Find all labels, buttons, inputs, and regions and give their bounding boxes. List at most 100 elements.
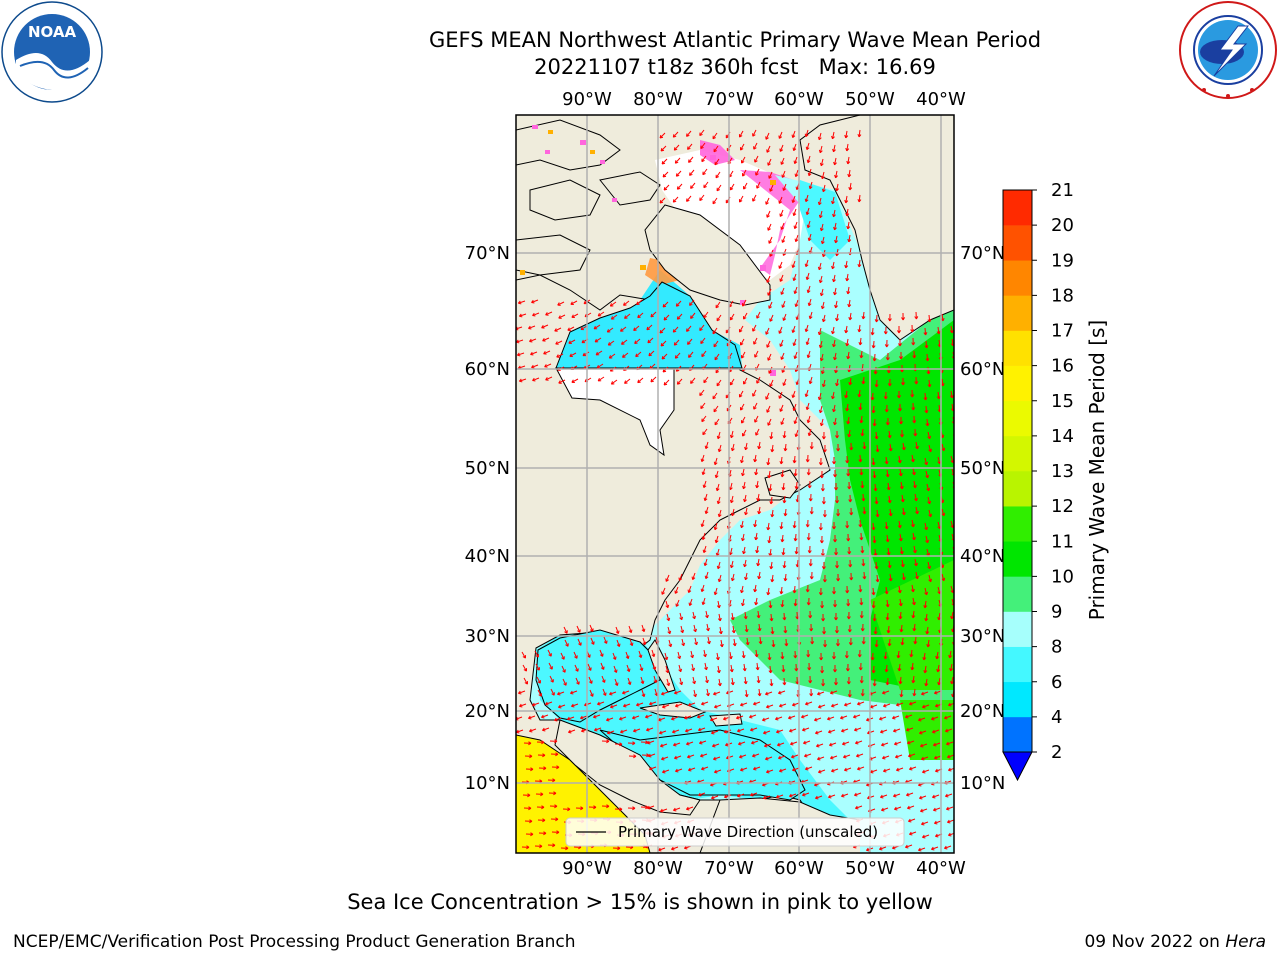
wave-arrow-head [649,766,653,771]
wave-arrow-head [941,577,946,582]
wave-arrow [857,701,865,705]
wave-arrow [689,169,695,176]
wave-arrow [860,467,863,476]
wave-arrow [543,350,551,355]
wave-arrow [554,327,562,332]
wave-arrow-head [781,304,786,308]
wave-arrow-head [567,327,571,331]
wave-arrow-head [661,355,666,360]
wave-arrow [765,327,770,335]
wave-arrow [545,701,553,705]
wave-arrow [911,454,914,462]
wave-arrow-head [730,681,735,686]
wave-arrow [862,311,865,320]
wave-arrow-head [667,630,672,635]
wave-arrow-head [779,591,784,595]
wave-arrow-head [924,526,929,531]
wave-arrow-head [522,655,527,659]
wave-arrow [784,573,787,582]
wave-arrow [892,715,900,719]
wave-arrow-head [762,717,766,722]
wave-arrow [767,587,770,595]
wave-arrow [634,338,641,344]
wave-arrow [885,586,888,595]
wave-arrow-head [742,485,746,490]
wave-arrow-head [699,197,703,202]
wave-arrow [793,520,796,529]
wave-arrow [807,350,811,358]
wave-arrow [769,665,772,674]
colorbar-segment [1003,471,1032,507]
wave-arrow [570,690,578,694]
wave-arrow [793,585,796,594]
wave-arrow-head [766,149,770,153]
wave-arrow-head [841,728,845,733]
wave-arrow-head [910,394,915,398]
wave-arrow [950,455,954,463]
wave-arrow [672,326,679,333]
noaa-logo-text: NOAA [28,23,77,41]
wave-arrow-head [699,327,703,332]
wave-arrow [912,467,915,475]
wave-arrow [806,337,810,345]
wave-arrow-head [802,792,806,797]
wave-arrow-head [805,341,810,346]
wave-arrow-head [847,694,852,698]
wave-arrow-head [928,578,933,583]
wave-arrow [770,561,773,569]
wave-arrow [679,677,683,685]
wave-arrow [536,676,541,684]
wave-arrow [690,650,694,658]
wave-arrow [856,753,864,757]
wave-arrow-head [714,539,719,544]
wave-arrow [716,184,722,192]
wave-arrow [518,300,526,304]
lon-label: 50°W [845,89,895,110]
wave-arrow [805,194,809,202]
wave-arrow [550,688,555,696]
wave-arrow [912,675,915,684]
wave-arrow [783,612,786,621]
wave-arrow-head [804,198,809,203]
wave-arrow-head [882,755,886,760]
wave-arrow-head [784,643,789,647]
wave-arrow-head [848,499,853,503]
wave-arrow-head [817,396,822,401]
wave-arrow [766,704,774,708]
wave-arrow-head [703,653,707,658]
wave-arrow-head [906,792,910,797]
wave-arrow-head [741,472,745,477]
wave-arrow-head [885,538,890,543]
wave-arrow-head [779,343,784,347]
wave-arrow [555,340,563,345]
lon-label: 70°W [704,858,754,879]
wave-arrow-head [659,199,664,204]
wave-arrow-head [913,433,918,437]
colorbar-segment [1003,576,1032,612]
wave-arrow [857,766,865,770]
wave-arrow-head [555,752,559,757]
wave-arrow [720,639,723,647]
wave-arrow [833,144,836,152]
wave-arrow [706,688,709,696]
wave-arrow-head [821,618,826,622]
wave-arrow-head [673,742,677,747]
lat-label: 10°N [960,773,1005,794]
wave-arrow [789,728,797,732]
wave-arrow-head [833,669,837,673]
wave-arrow-head [742,667,747,672]
wave-arrow-head [732,642,737,647]
wave-arrow [887,625,890,634]
wave-arrow-head [716,382,721,387]
wave-arrow [713,405,719,413]
wave-arrow [757,558,760,566]
wave-arrow-head [672,199,677,203]
wave-arrow-head [756,315,760,319]
wave-arrow-head [871,592,876,596]
wave-arrow-head [821,501,826,505]
wave-arrow [660,340,667,347]
wave-arrow [650,376,657,383]
wave-arrow-head [926,371,931,375]
colorbar-segment [1003,295,1032,331]
wave-arrow [638,650,642,658]
